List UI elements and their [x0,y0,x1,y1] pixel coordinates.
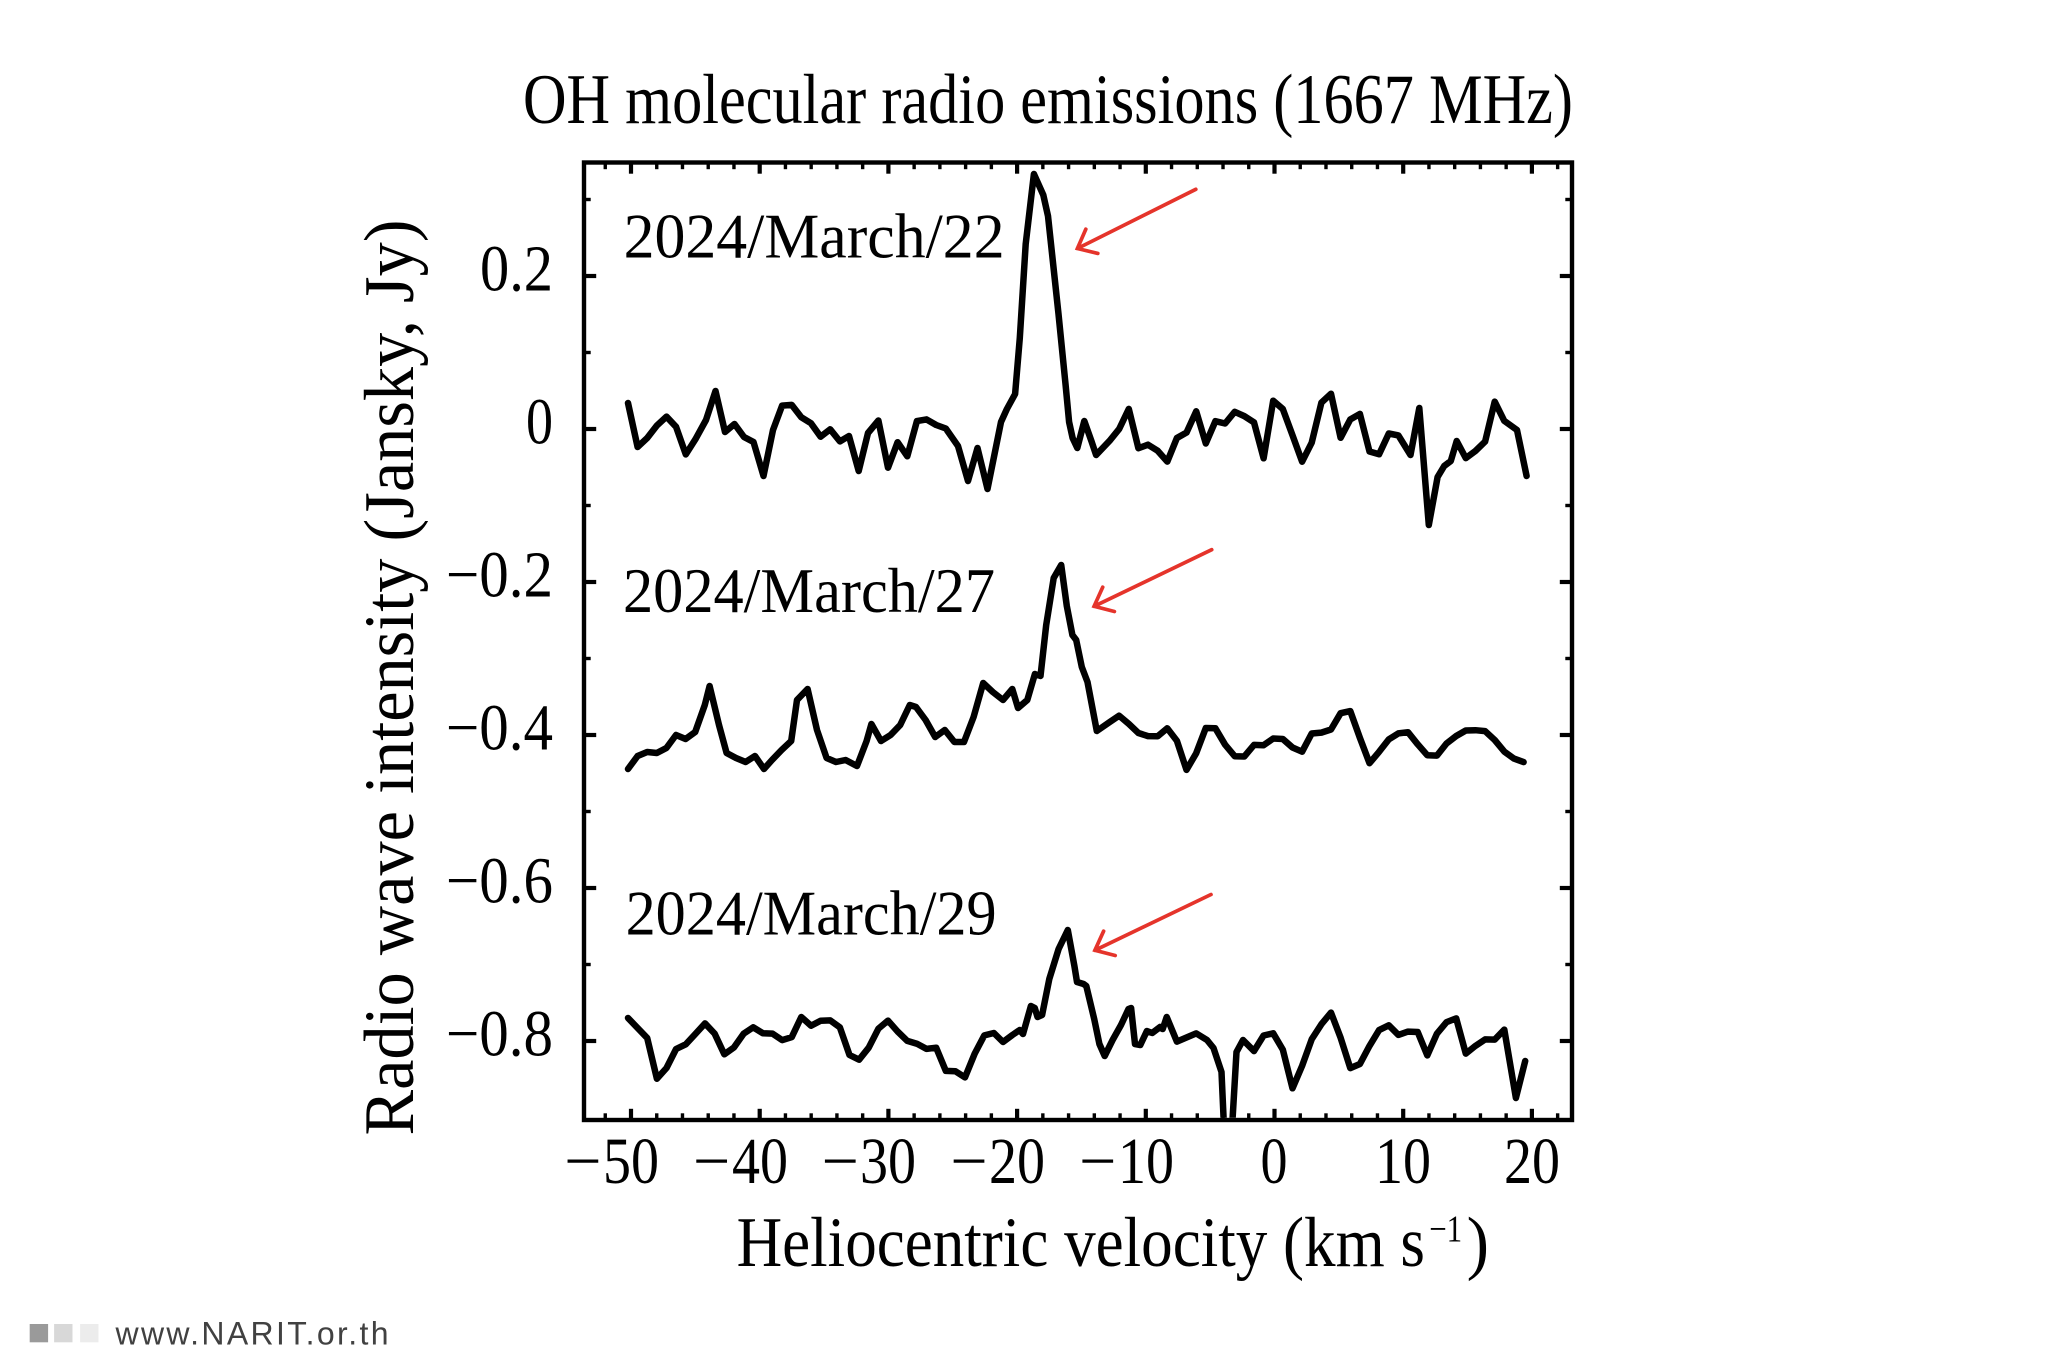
svg-text:20: 20 [989,1125,1045,1198]
svg-text:10: 10 [1118,1125,1174,1198]
svg-text:Heliocentric velocity (km s: Heliocentric velocity (km s [737,1204,1425,1282]
svg-text:30: 30 [860,1125,916,1198]
svg-text:): ) [1467,1204,1489,1282]
svg-text:40: 40 [732,1125,788,1198]
svg-text:−: − [822,1125,859,1198]
svg-text:20: 20 [1504,1125,1560,1198]
svg-text:10: 10 [1375,1125,1431,1198]
svg-text:2024/March/29: 2024/March/29 [626,878,997,949]
svg-text:0.2: 0.2 [480,233,553,306]
svg-text:Radio wave intensity (Jansky,: Radio wave intensity (Jansky, Jy) [351,220,429,1136]
svg-text:−0.4: −0.4 [446,692,553,765]
svg-text:OH molecular radio emissions (: OH molecular radio emissions (1667 MHz) [523,61,1573,139]
svg-text:50: 50 [603,1125,659,1198]
svg-text:−: − [950,1125,987,1198]
svg-text:www.NARIT.or.th: www.NARIT.or.th [115,1316,389,1352]
svg-text:2024/March/22: 2024/March/22 [624,201,1005,272]
svg-text:−: − [1079,1125,1116,1198]
svg-text:−: − [564,1125,601,1198]
svg-text:−0.8: −0.8 [446,998,553,1071]
svg-text:0: 0 [1261,1125,1288,1198]
svg-text:2024/March/27: 2024/March/27 [623,555,995,626]
svg-text:−0.2: −0.2 [446,539,553,612]
svg-text:−1: −1 [1429,1209,1462,1251]
svg-text:−: − [693,1125,730,1198]
svg-text:−0.6: −0.6 [446,845,553,918]
svg-text:0: 0 [526,386,553,459]
